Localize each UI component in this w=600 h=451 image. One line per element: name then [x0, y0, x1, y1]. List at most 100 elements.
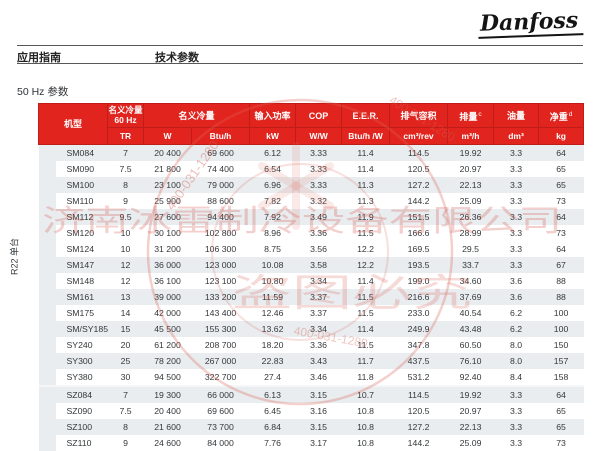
- table-row: SM090 7.5 21 800 74 400 6.54 3.33 11.4 120.5 20.…: [39, 161, 584, 177]
- cell-value: 10.08: [249, 257, 296, 273]
- cell-model: SM100: [55, 177, 108, 193]
- cell-value: 10.80: [261, 276, 284, 286]
- cell-value: 10: [120, 244, 131, 254]
- cell-model: SM120: [66, 228, 95, 238]
- doc-title-guide: 应用指南: [17, 52, 61, 64]
- cell-value: 11.8: [357, 372, 374, 382]
- cell-model: SM110: [66, 196, 94, 206]
- cell-value: 3.34: [295, 321, 342, 337]
- cell-model: SY300: [55, 353, 108, 369]
- cell-value: 114.5: [389, 385, 448, 403]
- cell-value: 3.32: [310, 196, 327, 206]
- cell-value: 88: [556, 276, 566, 286]
- unit-ww: W/W: [295, 127, 343, 145]
- table-row: SM147 12 36 000 123 000 10.08 3.58 12.2 193.5 33…: [39, 257, 584, 273]
- cell-value: 120.5: [407, 164, 430, 174]
- cell-value: 29.5: [462, 244, 479, 254]
- cell-value: 12.2: [357, 244, 374, 254]
- cell-value: 3.3: [493, 419, 539, 435]
- cell-value: 3.37: [295, 289, 342, 305]
- cell-value: 18.20: [261, 340, 284, 350]
- cell-value: 144.2: [407, 438, 430, 448]
- cell-value: 151.5: [389, 209, 448, 225]
- table-row: SZ084 7 19 300 66 000 6.13 3.15 10.7 114.5 19.92…: [38, 385, 584, 451]
- table-row: SM161 13 39 000 133 200 11.59 3.37 11.5 216.6 37…: [39, 289, 584, 305]
- unit-tr: TR: [107, 127, 145, 145]
- cell-value: 208 700: [204, 340, 237, 350]
- cell-value: 8.4: [509, 372, 523, 382]
- cell-value: 3.49: [295, 209, 342, 225]
- cell-value: 3.34: [310, 276, 327, 286]
- cell-value: 3.3: [509, 164, 523, 174]
- cell-value: 64: [556, 244, 566, 254]
- cell-value: 8.75: [264, 244, 281, 254]
- cell-value: 10.7: [341, 385, 390, 403]
- cell-value: 169.5: [407, 244, 430, 254]
- cell-value: 11.3: [341, 177, 390, 193]
- cell-value: 9: [123, 196, 128, 206]
- capacity-60hz-sub: 60 Hz: [114, 114, 137, 125]
- section-indicator-cell: [38, 144, 56, 386]
- cell-value: 22.83: [249, 353, 296, 369]
- cell-value: 45 500: [143, 321, 192, 337]
- table-row: SM120 10 30 100 102 800 8.96 3.36 11.5 166.6 28.…: [39, 225, 584, 241]
- cell-value: 69 600: [207, 406, 234, 416]
- cell-value: 3.36: [310, 340, 327, 350]
- cell-value: 8.0: [493, 353, 539, 369]
- cell-value: 3.33: [295, 144, 342, 161]
- cell-value: 3.56: [310, 244, 327, 254]
- cell-value: 34.60: [459, 276, 482, 286]
- cell-value: 9: [123, 438, 128, 448]
- danfoss-logo: Danfoss: [477, 7, 584, 39]
- cell-value: 73 700: [191, 419, 250, 435]
- cell-value: 437.5: [389, 353, 448, 369]
- cell-model: SM148: [66, 276, 95, 286]
- cell-value: 12: [107, 257, 144, 273]
- table-row: SY300 25 78 200 267 000 22.83 3.43 11.7 437.5 76…: [39, 353, 584, 369]
- cell-model: SM175: [66, 308, 95, 318]
- cell-value: 6.54: [264, 164, 281, 174]
- cell-value: 88: [538, 289, 584, 305]
- table-row: SY240 20 61 200 208 700 18.20 3.36 11.5 347.8 60…: [39, 337, 584, 353]
- cell-value: 65: [556, 164, 566, 174]
- cell-value: 20.97: [459, 406, 482, 416]
- unit-m3h: m³/h: [447, 127, 495, 145]
- cell-value: 61 200: [154, 340, 181, 350]
- cell-value: 120.5: [407, 406, 430, 416]
- cell-value: 11.5: [357, 340, 374, 350]
- spec-table-area: 机型 名义冷量 60 Hz 名义冷量 输入功率 COP E.E.R. 排气容积 …: [37, 103, 585, 451]
- cell-model: SM147: [55, 257, 108, 273]
- cell-value: 3.43: [295, 353, 342, 369]
- displacement-label: 排量: [459, 111, 478, 122]
- table-row: SM112 9.5 27 600 94 400 7.92 3.49 11.9 151.5 26.…: [39, 209, 584, 225]
- cell-value: 40.54: [459, 308, 482, 318]
- cell-value: 100: [538, 321, 584, 337]
- cell-value: 25.09: [459, 438, 482, 448]
- cell-value: 28.99: [459, 228, 482, 238]
- cell-value: 3.3: [493, 144, 539, 161]
- cell-value: 78 200: [143, 353, 192, 369]
- cell-value: 100: [553, 308, 569, 318]
- cell-value: 7: [107, 144, 144, 161]
- cell-value: 6.13: [249, 385, 296, 403]
- cell-value: 30 100: [154, 228, 181, 238]
- cell-value: 25.09: [459, 196, 482, 206]
- col-header-weight: 净重d: [538, 103, 585, 128]
- cell-value: 3.33: [295, 177, 342, 193]
- cell-value: 267 000: [191, 353, 250, 369]
- cell-value: 347.8: [407, 340, 430, 350]
- cell-value: 216.6: [389, 289, 448, 305]
- table-row: SM100 8 23 100 79 000 6.96 3.33 11.3 127.2 22.13…: [39, 177, 584, 193]
- cell-model: SZ100: [55, 419, 108, 435]
- cell-value: 6.84: [249, 419, 296, 435]
- cell-value: 12: [120, 276, 131, 286]
- cell-value: 102 800: [204, 228, 237, 238]
- table-row: SM110 9 25 900 88 600 7.82 3.32 11.3 144.2 25.09…: [39, 193, 584, 209]
- cell-value: 74 400: [207, 164, 234, 174]
- cell-value: 249.9: [389, 321, 448, 337]
- table-row: SM/SY185 15 45 500 155 300 13.62 3.34 11.4 249.…: [39, 321, 584, 337]
- table-header: 机型 名义冷量 60 Hz 名义冷量 输入功率 COP E.E.R. 排气容积 …: [37, 103, 585, 145]
- cell-value: 3.36: [310, 228, 327, 238]
- doc-title-params: 技术参数: [155, 52, 199, 64]
- section-label-r22: R22 单台: [9, 238, 20, 276]
